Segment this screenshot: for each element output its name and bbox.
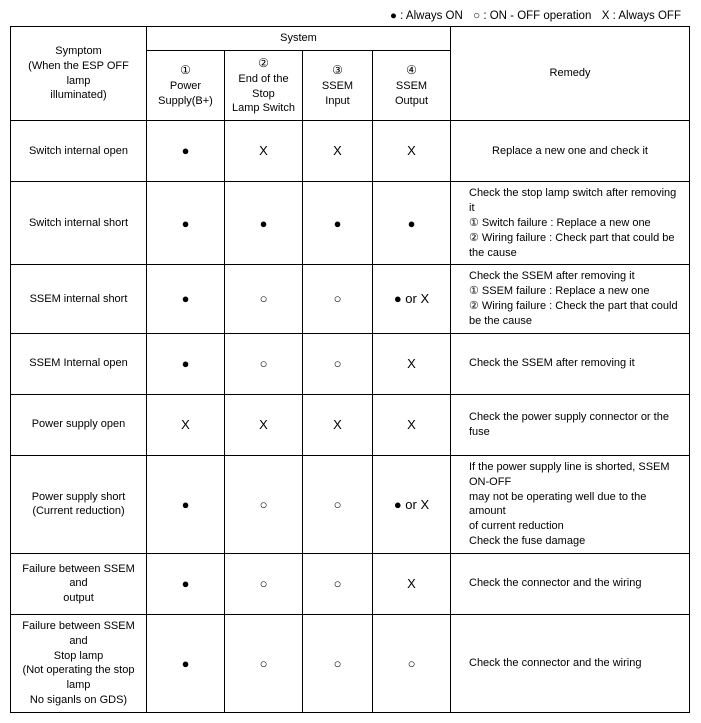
system-cell-2: ○: [225, 455, 303, 553]
remedy-cell: Check the stop lamp switch after removin…: [451, 182, 690, 265]
system-cell-4: X: [373, 333, 451, 394]
system-cell-4: ● or X: [373, 455, 451, 553]
header-col2: ② End of the Stop Lamp Switch: [225, 50, 303, 120]
table-row: Failure between SSEM andStop lamp(Not op…: [11, 614, 690, 712]
table-row: Switch internal short●●●●Check the stop …: [11, 182, 690, 265]
table-row: Switch internal open●XXXReplace a new on…: [11, 121, 690, 182]
system-cell-3: X: [303, 394, 373, 455]
system-cell-2: ○: [225, 265, 303, 333]
system-cell-2: ○: [225, 333, 303, 394]
remedy-cell: Replace a new one and check it: [451, 121, 690, 182]
legend: ● : Always ON ○ : ON - OFF operation X :…: [10, 10, 691, 22]
system-cell-4: ○: [373, 614, 451, 712]
system-cell-1: ●: [147, 265, 225, 333]
system-cell-2: X: [225, 121, 303, 182]
remedy-cell: If the power supply line is shorted, SSE…: [451, 455, 690, 553]
system-cell-3: ○: [303, 333, 373, 394]
table-row: SSEM Internal open●○○XCheck the SSEM aft…: [11, 333, 690, 394]
system-cell-1: ●: [147, 333, 225, 394]
remedy-cell: Check the SSEM after removing it: [451, 333, 690, 394]
system-cell-4: X: [373, 121, 451, 182]
system-cell-3: ○: [303, 614, 373, 712]
header-col3: ③ SSEM Input: [303, 50, 373, 120]
symptom-cell: SSEM Internal open: [11, 333, 147, 394]
header-col4: ④ SSEM Output: [373, 50, 451, 120]
table-row: Power supply short(Current reduction)●○○…: [11, 455, 690, 553]
system-cell-4: X: [373, 394, 451, 455]
symptom-cell: Failure between SSEM andStop lamp(Not op…: [11, 614, 147, 712]
system-cell-1: ●: [147, 614, 225, 712]
symptom-cell: Switch internal open: [11, 121, 147, 182]
system-cell-2: X: [225, 394, 303, 455]
system-cell-1: ●: [147, 121, 225, 182]
legend-x: X : Always OFF: [602, 10, 681, 22]
table-row: Power supply openXXXXCheck the power sup…: [11, 394, 690, 455]
symptom-cell: Switch internal short: [11, 182, 147, 265]
header-remedy: Remedy: [451, 27, 690, 121]
system-cell-1: ●: [147, 455, 225, 553]
system-cell-3: ○: [303, 265, 373, 333]
system-cell-4: ● or X: [373, 265, 451, 333]
system-cell-1: ●: [147, 182, 225, 265]
table-row: SSEM internal short●○○● or XCheck the SS…: [11, 265, 690, 333]
legend-open: ○ : ON - OFF operation: [473, 10, 591, 22]
legend-filled: ● : Always ON: [390, 10, 463, 22]
header-col1: ① Power Supply(B+): [147, 50, 225, 120]
symptom-cell: Power supply short(Current reduction): [11, 455, 147, 553]
header-system: System: [147, 27, 451, 51]
symptom-cell: Power supply open: [11, 394, 147, 455]
remedy-cell: Check the SSEM after removing it① SSEM f…: [451, 265, 690, 333]
system-cell-4: ●: [373, 182, 451, 265]
system-cell-1: X: [147, 394, 225, 455]
remedy-cell: Check the power supply connector or the …: [451, 394, 690, 455]
diagnostic-table: Symptom (When the ESP OFF lamp illuminat…: [10, 26, 690, 713]
system-cell-3: X: [303, 121, 373, 182]
system-cell-2: ○: [225, 614, 303, 712]
remedy-cell: Check the connector and the wiring: [451, 614, 690, 712]
system-cell-2: ●: [225, 182, 303, 265]
header-symptom: Symptom (When the ESP OFF lamp illuminat…: [11, 27, 147, 121]
system-cell-3: ○: [303, 455, 373, 553]
symptom-cell: SSEM internal short: [11, 265, 147, 333]
system-cell-3: ●: [303, 182, 373, 265]
